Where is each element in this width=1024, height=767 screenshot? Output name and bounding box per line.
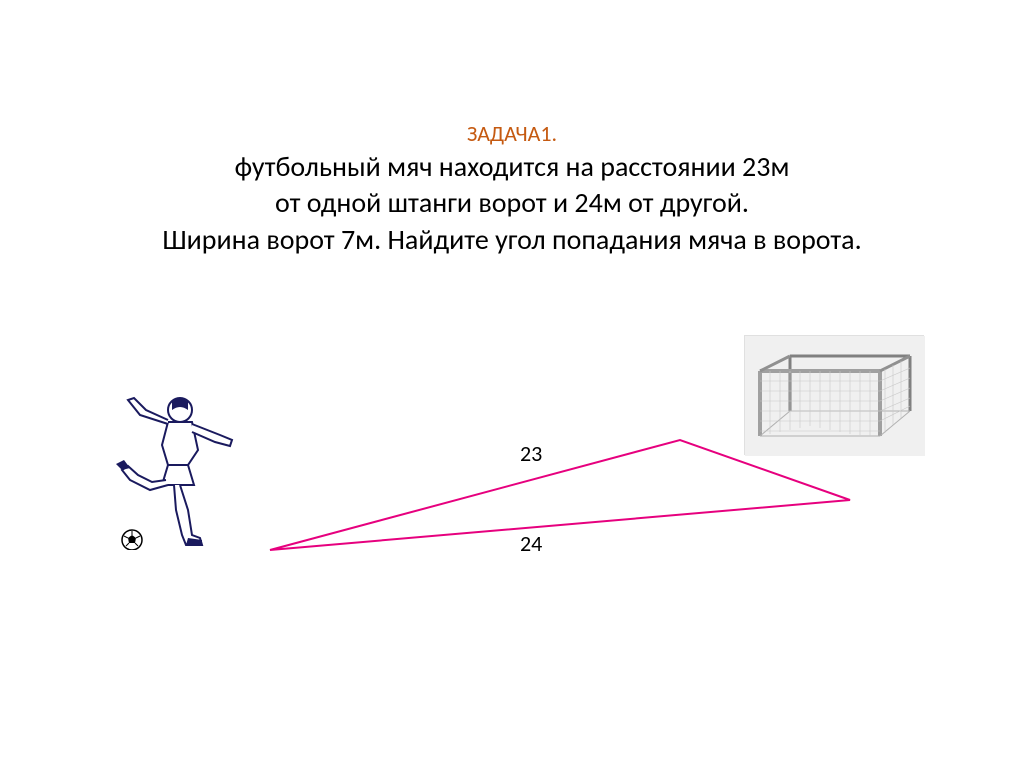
triangle-side-label-top: 23 (520, 440, 542, 467)
problem-title: ЗАДАЧА1. (70, 120, 954, 147)
problem-line-2: от одной штанги ворот и 24м от другой. (275, 185, 749, 220)
triangle-side-label-bottom: 24 (520, 530, 542, 557)
problem-body: футбольный мяч находится на расстоянии 2… (70, 149, 954, 258)
problem-line-3: Ширина ворот 7м. Найдите угол попадания … (162, 222, 861, 257)
triangle-diagram (250, 420, 870, 570)
problem-text-block: ЗАДАЧА1. футбольный мяч находится на рас… (70, 120, 954, 258)
football-player-icon (110, 390, 240, 550)
problem-line-1: футбольный мяч находится на расстоянии 2… (235, 149, 790, 184)
